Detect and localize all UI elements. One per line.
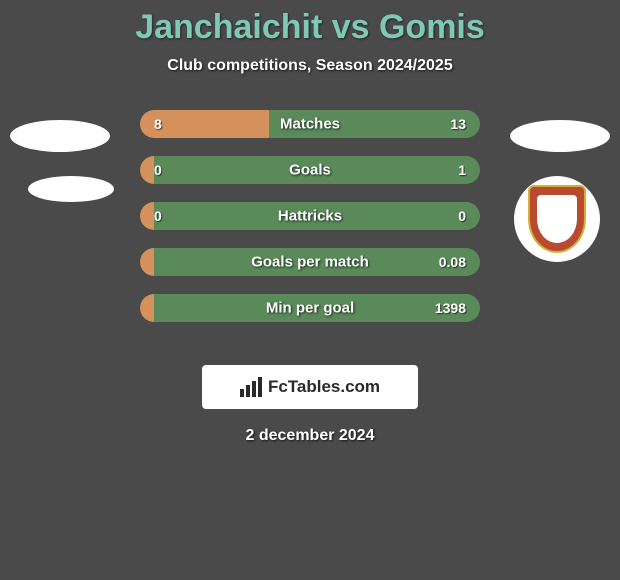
page-subtitle: Club competitions, Season 2024/2025 [0,57,620,75]
date-text: 2 december 2024 [0,427,620,445]
badge-shield-outer [528,185,586,253]
club-badge-right [514,176,600,262]
stat-row: 8 13 Matches [140,110,480,138]
stat-value-right: 1398 [435,300,466,316]
stat-label: Min per goal [266,300,354,317]
stat-value-right: 1 [458,162,466,178]
brand-chart-icon [240,377,262,397]
stat-bar: 1398 Min per goal [140,294,480,322]
stat-label: Goals per match [251,254,369,271]
player-avatar-left-2 [28,176,114,202]
stat-value-left: 8 [154,116,162,132]
stat-bar: 0.08 Goals per match [140,248,480,276]
stat-value-left: 0 [154,208,162,224]
stat-label: Goals [289,162,331,179]
stat-value-right: 0.08 [439,254,466,270]
stat-bar: 0 1 Goals [140,156,480,184]
stat-row: 0 0 Hattricks [140,202,480,230]
stat-label: Matches [280,116,340,133]
stat-row: 1398 Min per goal [140,294,480,322]
page-title: Janchaichit vs Gomis [0,8,620,47]
brand-text: FcTables.com [268,377,380,397]
stat-row: 0 1 Goals [140,156,480,184]
stat-bar-left [140,248,154,276]
stat-bar-left [140,202,154,230]
badge-shield-inner [537,195,577,243]
stat-bar-left [140,156,154,184]
stat-label: Hattricks [278,208,342,225]
stat-bar: 8 13 Matches [140,110,480,138]
player-avatar-left-1 [10,120,110,152]
stat-value-right: 13 [450,116,466,132]
player-avatar-right-1 [510,120,610,152]
brand-box[interactable]: FcTables.com [202,365,418,409]
stat-bar-left [140,294,154,322]
stat-value-left: 0 [154,162,162,178]
main-container: Janchaichit vs Gomis Club competitions, … [0,0,620,445]
stat-row: 0.08 Goals per match [140,248,480,276]
stat-bar: 0 0 Hattricks [140,202,480,230]
stat-value-right: 0 [458,208,466,224]
